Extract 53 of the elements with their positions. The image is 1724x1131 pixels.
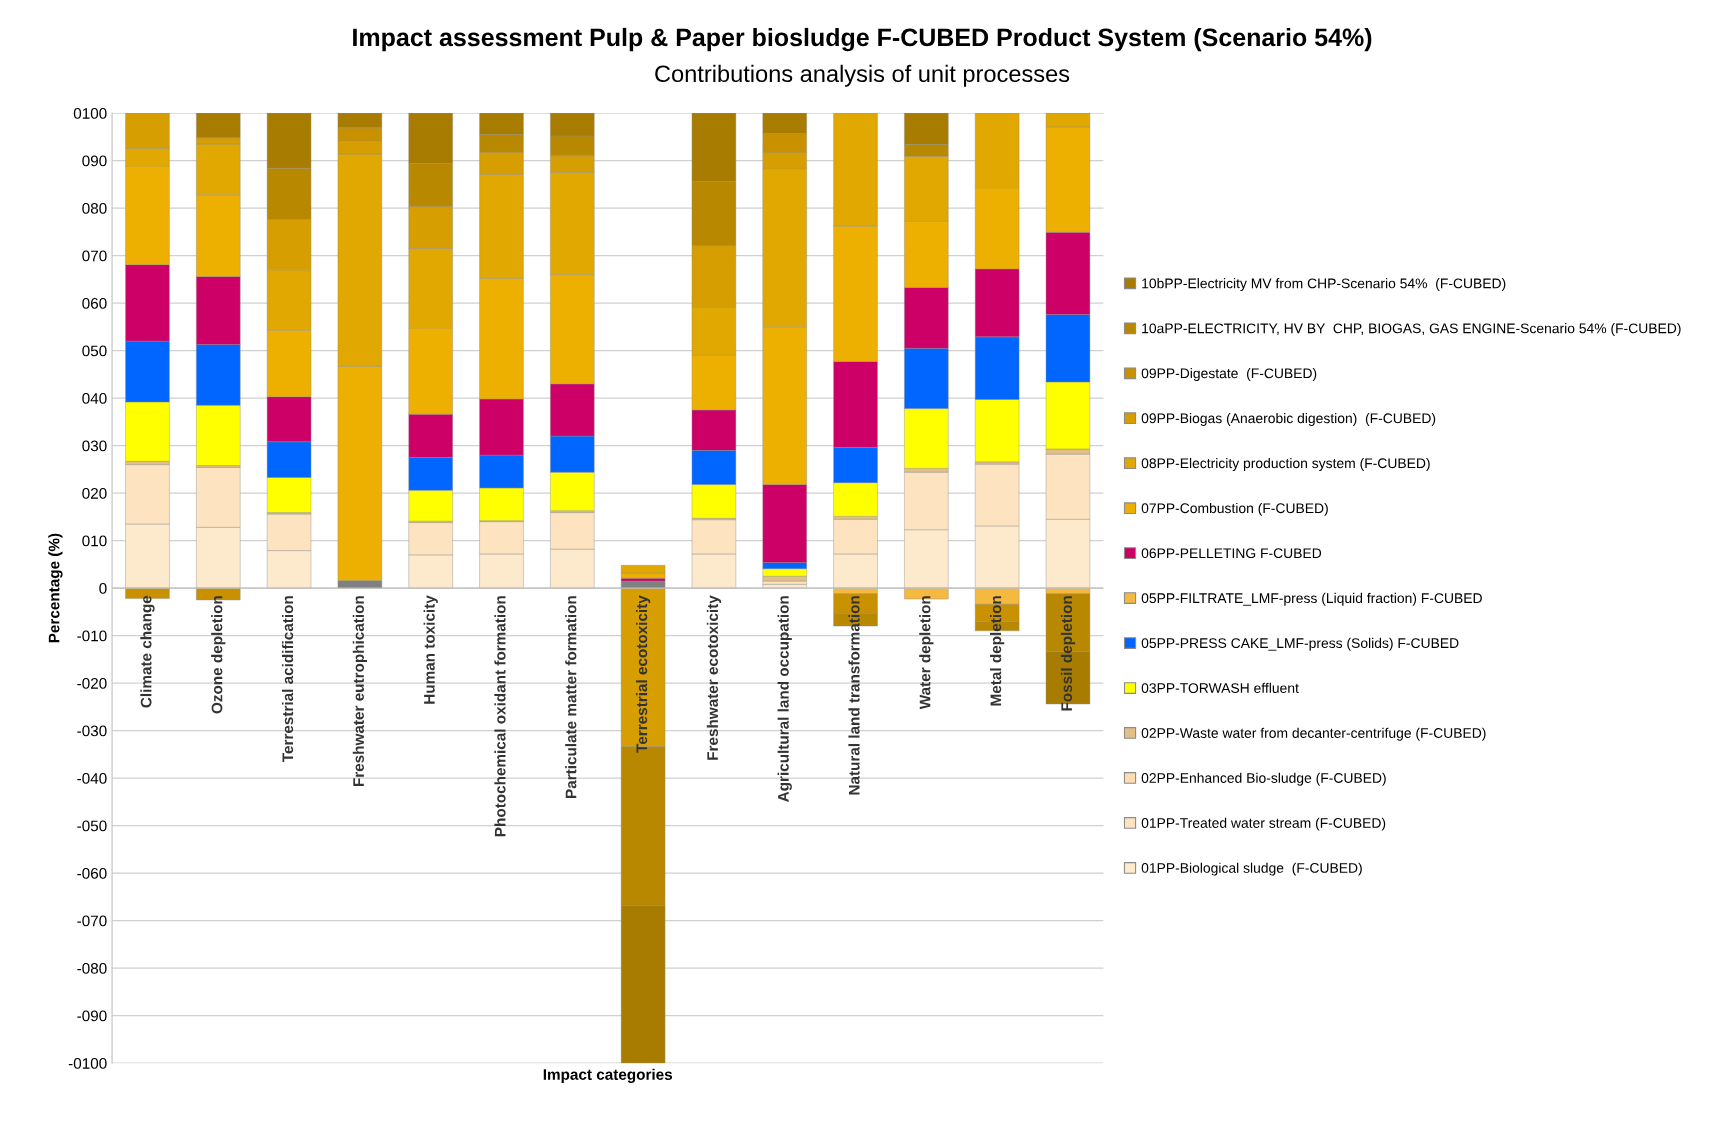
x-tick-label: Climate change bbox=[140, 595, 155, 708]
legend-label: 01PP-Treated water stream (F-CUBED) bbox=[1141, 817, 1386, 831]
x-tick-label: Water depletion bbox=[919, 596, 934, 710]
legend-label: 08PP-Electricity production system (F-CUBED) bbox=[1141, 457, 1430, 471]
x-tick-label: Terrestrial acidification bbox=[281, 596, 294, 763]
y-tick-label: 030 bbox=[82, 440, 107, 452]
y-tick-label: 060 bbox=[82, 297, 107, 309]
y-tick-label: 080 bbox=[82, 202, 107, 214]
y-tick-label: -030 bbox=[77, 725, 107, 737]
x-tick-label: Freshwater eutrophication bbox=[352, 596, 368, 787]
x-axis-title: Impact categories bbox=[543, 1068, 673, 1083]
legend-label: 10aPP-ELECTRICITY, HV BY CHP, BIOGAS, GAS ENGINE-Scenario 54% (F-CUBED) bbox=[1142, 323, 1681, 336]
x-tick-label: Ozone depletion bbox=[211, 596, 226, 714]
y-tick-label: 010 bbox=[82, 535, 107, 547]
y-tick-label: -090 bbox=[77, 1010, 107, 1022]
y-tick-label: -020 bbox=[77, 677, 107, 689]
x-tick-label: Fossil depletion bbox=[1060, 596, 1076, 711]
x-tick-label: Metal depletion bbox=[990, 596, 1005, 706]
legend-label: 07PP-Combustion (F-CUBED) bbox=[1141, 502, 1328, 516]
y-tick-label: 050 bbox=[82, 345, 107, 357]
legend-label: 05PP-PRESS CAKE_LMF-press (Solids) F-CUBED bbox=[1141, 637, 1459, 651]
legend-label: 06PP-PELLETING F-CUBED bbox=[1141, 548, 1322, 559]
legend-label: 01PP-Biological sludge (F-CUBED) bbox=[1141, 862, 1362, 876]
x-tick-label: Agricultural land occupation bbox=[777, 596, 792, 802]
y-tick-label: 070 bbox=[82, 250, 107, 262]
y-tick-label: 020 bbox=[82, 487, 107, 499]
y-tick-label: 0100 bbox=[73, 107, 107, 119]
legend-label: 03PP-TORWASH effluent bbox=[1141, 682, 1299, 693]
legend-label: 09PP-Digestate (F-CUBED) bbox=[1141, 368, 1317, 381]
chart-subtitle: Contributions analysis of unit processes bbox=[655, 64, 1070, 87]
legend-label: 05PP-FILTRATE_LMF-press (Liquid fraction) F-CUBED bbox=[1141, 592, 1482, 606]
y-tick-label: -0100 bbox=[68, 1058, 107, 1069]
x-tick-label: Human toxicity bbox=[423, 595, 438, 704]
x-tick-label: Terrestrial ecotoxicity bbox=[635, 595, 651, 753]
y-tick-label: -080 bbox=[77, 963, 107, 974]
x-tick-label: Particulate matter formation bbox=[565, 596, 577, 798]
y-axis-title: Percentage (%) bbox=[48, 533, 63, 643]
y-tick-label: -010 bbox=[77, 630, 107, 642]
chart-title: Impact assessment Pulp & Paper biosludge F-CUBED Product System (Scenario 54%) bbox=[353, 27, 1372, 52]
x-tick-label: Natural land transformation bbox=[848, 596, 860, 795]
y-tick-label: -060 bbox=[77, 868, 107, 879]
legend-label: 09PP-Biogas (Anaerobic digestion) (F-CUBED) bbox=[1141, 412, 1436, 426]
y-tick-label: -040 bbox=[77, 773, 107, 784]
x-tick-label: Photochemical oxidant formation bbox=[494, 596, 506, 837]
legend-label: 10bPP-Electricity MV from CHP-Scenario 54% (F-CUBED) bbox=[1142, 278, 1506, 292]
y-tick-label: 040 bbox=[82, 392, 107, 404]
x-tick-label: Freshwater ecotoxicity bbox=[706, 595, 722, 760]
legend-label: 02PP-Waste water from decanter-centrifuge (F-CUBED) bbox=[1141, 727, 1486, 741]
y-tick-label: 0 bbox=[99, 582, 107, 594]
legend-label: 02PP-Enhanced Bio-sludge (F-CUBED) bbox=[1141, 772, 1386, 786]
y-tick-label: -050 bbox=[77, 820, 107, 832]
y-tick-label: -070 bbox=[77, 915, 107, 927]
y-tick-label: 090 bbox=[82, 155, 107, 167]
